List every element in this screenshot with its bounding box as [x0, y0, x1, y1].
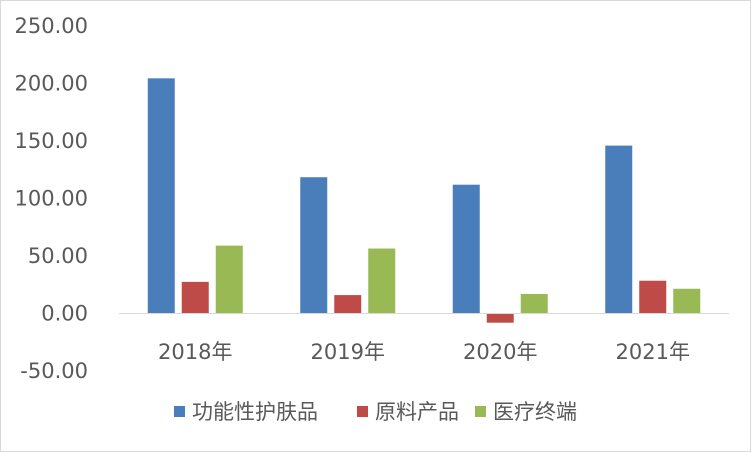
- bar: [300, 177, 328, 314]
- x-tick-label: 2018年: [158, 340, 232, 364]
- x-tick-label: 2020年: [463, 340, 537, 364]
- y-axis: 250.00 200.00 150.00 100.00 50.00 0.00 -50.00: [15, 14, 88, 383]
- legend-swatch: [357, 406, 368, 417]
- y-tick-label: 0.00: [41, 302, 88, 326]
- bar: [215, 245, 243, 314]
- legend-label: 功能性护肤品: [192, 400, 318, 424]
- bar: [520, 293, 548, 314]
- bar: [452, 184, 480, 314]
- bar: [605, 145, 633, 314]
- legend: 功能性护肤品 原料产品 医疗终端: [174, 400, 577, 424]
- legend-swatch: [475, 406, 486, 417]
- x-tick-label: 2021年: [616, 340, 690, 364]
- bars: [147, 78, 701, 323]
- bar: [147, 78, 175, 314]
- y-tick-label: 150.00: [15, 129, 88, 153]
- x-axis: 2018年 2019年 2020年 2021年: [158, 340, 690, 364]
- y-tick-label: 100.00: [15, 187, 88, 211]
- bar: [368, 248, 396, 314]
- legend-label: 医疗终端: [493, 400, 577, 424]
- bar: [181, 281, 209, 314]
- legend-swatch: [174, 406, 185, 417]
- bar: [673, 288, 701, 314]
- y-tick-label: 250.00: [15, 14, 88, 38]
- y-tick-label: 200.00: [15, 72, 88, 96]
- bar: [334, 295, 362, 314]
- y-tick-label: 50.00: [28, 244, 88, 268]
- bar: [639, 280, 667, 314]
- bar: [486, 313, 514, 323]
- y-tick-label: -50.00: [20, 359, 88, 383]
- x-tick-label: 2019年: [311, 340, 385, 364]
- legend-label: 原料产品: [375, 400, 459, 424]
